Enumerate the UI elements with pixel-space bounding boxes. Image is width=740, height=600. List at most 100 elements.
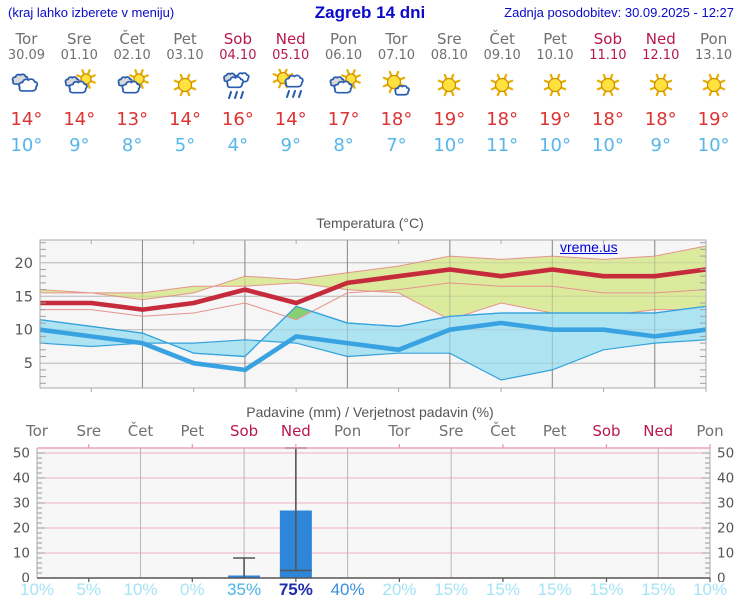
day-name: Tor — [15, 30, 38, 48]
min-temp-line — [39, 320, 707, 373]
forecast-day-column: Tor 07.10 18° 7° — [370, 30, 423, 157]
day-name: Pet — [543, 30, 567, 48]
forecast-day-column: Sob 04.10 16° 4° — [211, 30, 264, 157]
day-date: 12.10 — [642, 48, 680, 63]
temp-low: 4° — [227, 135, 249, 156]
temp-low: 8° — [121, 135, 143, 156]
day-name: Ned — [275, 30, 306, 48]
precip-day-label: Tor — [26, 422, 48, 440]
menu-hint-text: (kraj lahko izberete v meniju) — [8, 5, 175, 20]
precipitation-chart: 0 0 10 10 20 20 30 30 40 40 50 50 — [13, 444, 734, 583]
max-temp-line — [40, 267, 707, 312]
precip-day-label: Pon — [334, 422, 362, 440]
temp-low: 5° — [174, 135, 196, 156]
temp-low: 10° — [433, 135, 466, 156]
day-date: 03.10 — [166, 48, 204, 63]
precip-probability: 15% — [485, 580, 520, 599]
temp-low: 10° — [697, 135, 730, 156]
day-date: 01.10 — [60, 48, 98, 63]
precip-y-tick-label: 0 — [21, 571, 30, 583]
day-date: 10.10 — [536, 48, 574, 63]
precip-day-label: Tor — [388, 422, 411, 440]
precip-probability: 5% — [76, 580, 102, 599]
temp-low: 9° — [650, 135, 671, 156]
last-update-text: Zadnja posodobitev: 30.09.2025 - 12:27 — [504, 5, 734, 20]
precip-probability: 40% — [330, 580, 365, 599]
temp-low: 7° — [386, 135, 407, 156]
precip-y-tick-label: 50 — [13, 446, 30, 462]
sunny-icon — [423, 65, 476, 105]
day-name: Sob — [223, 30, 252, 48]
temp-high: 18° — [486, 109, 519, 130]
temp-high: 19° — [539, 109, 571, 130]
rain-icon — [211, 65, 264, 105]
sun-rays — [490, 73, 514, 97]
precip-probability: 0% — [180, 580, 205, 599]
temp-low: 11° — [486, 135, 519, 156]
temp-high: 14° — [10, 109, 43, 130]
precip-y-tick-label: 10 — [717, 546, 734, 562]
temp-high: 17° — [327, 109, 360, 130]
day-date: 02.10 — [113, 48, 151, 63]
forecast-day-column: Ned 12.10 18° 9° — [634, 30, 687, 157]
sun-rain-icon — [264, 65, 317, 105]
precip-probability: 15% — [434, 580, 469, 599]
temp-high: 16° — [221, 109, 254, 130]
precip-y-tick-label: 40 — [717, 471, 734, 487]
precip-day-label: Sob — [229, 422, 259, 440]
forecast-day-column: Pet 10.10 19° 10° — [529, 30, 582, 157]
vreme-us-link[interactable]: vreme.us — [560, 239, 618, 255]
precip-y-tick-label: 40 — [13, 471, 30, 487]
temp-low: 10° — [10, 135, 43, 156]
mostly-sunny-icon — [370, 65, 423, 105]
temp-y-tick-label: 15 — [15, 289, 33, 305]
day-name: Pet — [173, 30, 197, 48]
day-name: Sre — [66, 30, 92, 48]
temperature-chart-title: Temperatura (°C) — [316, 215, 424, 231]
temp-y-tick-label: 5 — [24, 356, 33, 372]
day-date: 30.09 — [7, 48, 46, 63]
precip-y-tick-label: 30 — [13, 496, 30, 512]
day-name: Tor — [385, 30, 408, 48]
day-date: 11.10 — [589, 48, 627, 63]
precip-day-label: Sre — [76, 422, 102, 440]
sun-rays — [596, 73, 620, 97]
precip-probability: 15% — [641, 580, 676, 599]
day-name: Čet — [489, 30, 515, 48]
temp-low: 8° — [333, 135, 354, 156]
precip-day-label: Pon — [696, 422, 724, 440]
partly-cloudy-icon — [53, 65, 106, 105]
rain-drops — [285, 90, 302, 98]
precip-y-tick-label: 10 — [13, 546, 30, 562]
temp-y-tick-label: 20 — [15, 256, 33, 272]
day-name: Sob — [593, 30, 622, 48]
temp-high: 18° — [591, 109, 624, 130]
temp-high: 14° — [274, 109, 307, 130]
temp-high: 14° — [169, 109, 201, 130]
day-date: 05.10 — [272, 48, 310, 63]
page-title: Zagreb 14 dni — [314, 3, 426, 22]
sun-rays — [543, 73, 567, 97]
cloudy-icon — [0, 65, 53, 105]
temperature-chart: 5 10 15 20 — [15, 239, 707, 392]
precip-probability: 15% — [537, 580, 572, 599]
precip-day-label: Čet — [127, 422, 154, 440]
sun-rays — [702, 73, 725, 97]
precip-day-label: Ned — [643, 422, 674, 440]
forecast-day-column: Sre 08.10 19° 10° — [423, 30, 476, 157]
precip-y-tick-label: 50 — [717, 446, 734, 462]
temp-high: 18° — [644, 109, 677, 130]
temp-high: 13° — [116, 109, 149, 130]
precip-probability: 35% — [227, 580, 262, 599]
sunny-icon — [529, 65, 582, 105]
day-name: Pon — [329, 30, 358, 48]
sun-rays — [173, 73, 197, 97]
precip-y-tick-label: 30 — [717, 496, 734, 512]
precipitation-chart-title: Padavine (mm) / Verjetnost padavin (%) — [246, 404, 494, 420]
precipitation-day-labels: Tor Sre Čet Pet Sob Ned Pon Tor Sre Čet Pet Sob Ned P… — [0, 422, 740, 442]
temp-high: 14° — [63, 109, 96, 130]
rain-drops — [227, 91, 244, 99]
temp-low: 9° — [280, 135, 301, 156]
forecast-day-column: Ned 05.10 14° 9° — [264, 30, 317, 157]
